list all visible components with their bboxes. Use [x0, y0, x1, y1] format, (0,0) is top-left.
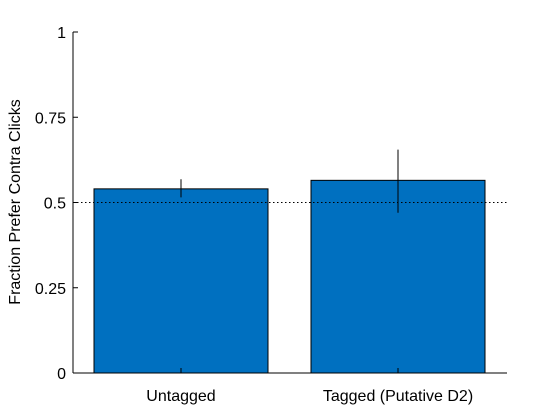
y-tick-label: 0 — [57, 366, 66, 383]
x-tick-label: Untagged — [146, 388, 215, 405]
y-axis-title: Fraction Prefer Contra Clicks — [7, 99, 24, 304]
y-tick-label: 0.25 — [35, 281, 66, 298]
x-tick-label: Tagged (Putative D2) — [323, 388, 473, 405]
bars-group — [93, 179, 486, 374]
bar-1 — [93, 188, 269, 374]
y-ticks-group: 0 0.25 0.5 0.75 1 — [35, 25, 78, 383]
y-tick-label: 0.75 — [35, 110, 66, 127]
x-ticks-group: Untagged Tagged (Putative D2) — [146, 368, 473, 405]
y-tick-label: 0.5 — [44, 196, 66, 213]
y-tick-label: 1 — [57, 25, 66, 42]
